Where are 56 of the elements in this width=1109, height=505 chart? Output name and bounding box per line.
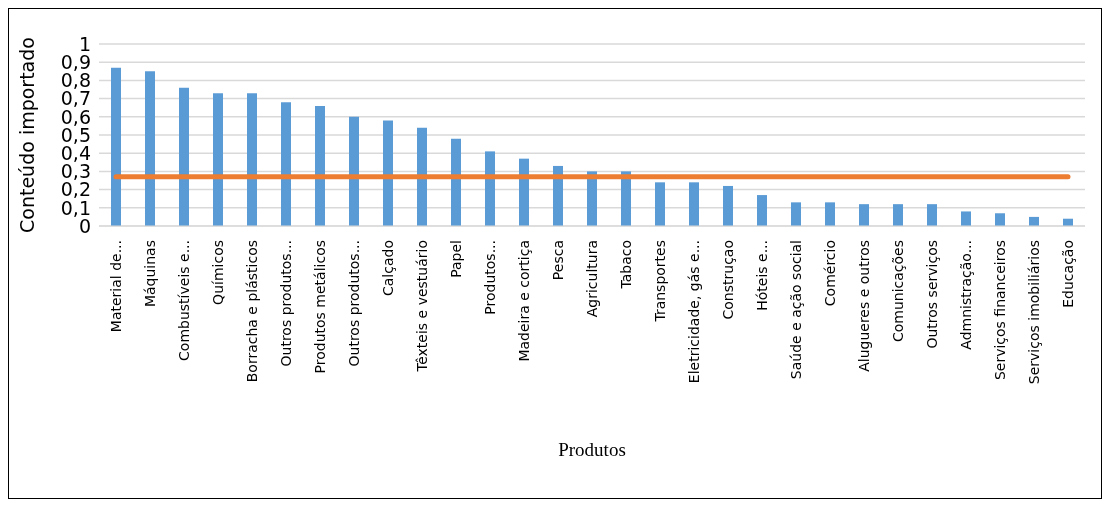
x-tick-label: Produtos metálicos [312, 240, 328, 374]
x-tick-label: Calçado [380, 240, 396, 296]
bar [961, 211, 971, 226]
bar [383, 120, 393, 226]
bar [927, 204, 937, 226]
bar [315, 105, 325, 226]
y-tick-label: 0 [78, 214, 91, 237]
x-tick-label: Têxteis e vestuário [414, 240, 430, 373]
bar [213, 93, 223, 226]
bar [145, 71, 155, 226]
bar [723, 185, 733, 226]
x-tick-label: Material de... [108, 240, 124, 333]
bar [655, 182, 665, 226]
bar [485, 151, 495, 226]
x-tick-label: Agricultura [584, 240, 600, 318]
x-tick-label: Produtos... [482, 240, 498, 315]
bar [247, 93, 257, 226]
x-tick-label: Alugueres e outros [856, 240, 872, 372]
x-tick-label: Comunicações [890, 240, 906, 343]
x-tick-label: Tabaco [618, 240, 634, 290]
x-tick-label: Serviços financeiros [992, 240, 1008, 381]
bar [893, 204, 903, 226]
bar [995, 213, 1005, 226]
x-axis-title: Produtos [558, 439, 626, 460]
x-tick-label: Transportes [652, 240, 668, 323]
bar [519, 158, 529, 226]
x-tick-label: Borracha e plásticos [244, 240, 260, 383]
bar [791, 202, 801, 226]
x-tick-label: Outros produtos... [278, 240, 294, 367]
x-tick-label: Químicos [210, 240, 226, 305]
bar [349, 116, 359, 226]
x-tick-label: Comércio [822, 240, 838, 307]
bar [179, 87, 189, 226]
bar [825, 202, 835, 226]
x-tick-label: Eletricidade, gás e... [686, 240, 702, 384]
bar [757, 195, 767, 226]
bar [111, 67, 121, 226]
bar [281, 102, 291, 226]
x-tick-label: Máquinas [142, 240, 158, 308]
x-tick-label: Construçao [720, 240, 736, 320]
bar [859, 204, 869, 226]
x-tick-label: Admnistração... [958, 240, 974, 350]
x-tick-label: Serviços imobiliários [1026, 240, 1042, 385]
bar [417, 127, 427, 226]
bar [451, 138, 461, 226]
x-tick-label: Outros produtos... [346, 240, 362, 367]
x-tick-label: Papel [448, 240, 464, 278]
x-tick-label: Combustíveis e... [176, 240, 192, 361]
x-tick-label: Educação [1060, 240, 1076, 308]
x-tick-label: Outros serviços [924, 240, 940, 349]
x-tick-label: Madeira e cortiça [516, 240, 532, 362]
x-tick-label: Pesca [550, 240, 566, 281]
x-tick-label: Hóteis e... [754, 240, 770, 311]
y-axis-title: Conteúdo importado [15, 37, 38, 233]
bar [689, 182, 699, 226]
x-tick-label: Saúde e ação social [788, 240, 804, 380]
